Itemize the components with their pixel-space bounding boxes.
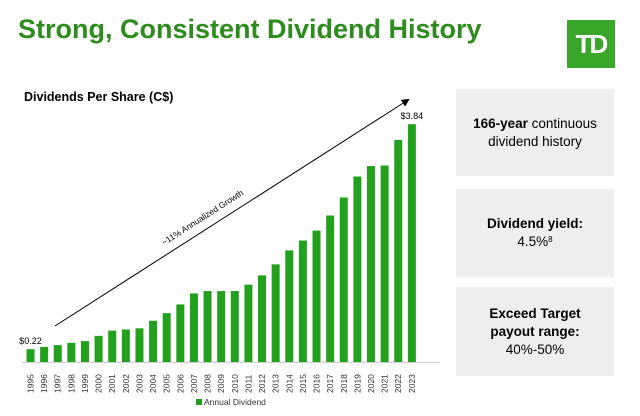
history-continuous: continuous	[527, 115, 597, 131]
legend-swatch	[196, 399, 202, 405]
bar-2006	[176, 304, 185, 362]
bar-1995	[26, 349, 35, 362]
dividend-bar-chart: 1995 1996 1997 1998 1999 2000 2001 2002 2003 2004…	[19, 98, 440, 407]
x-tick-label-2005: 2005	[162, 374, 172, 393]
x-tick-label-2022: 2022	[393, 374, 403, 393]
bar-2007	[189, 293, 198, 362]
legend-label: Annual Dividend	[204, 397, 266, 407]
x-tick-label-2017: 2017	[325, 374, 335, 393]
bar-2016	[312, 230, 321, 362]
bar-2000	[94, 335, 103, 362]
payout-heading-1: Exceed Target	[489, 305, 581, 321]
bar-1998	[67, 342, 76, 362]
x-tick-label-1996: 1996	[39, 374, 49, 393]
x-tick-label-2012: 2012	[257, 374, 267, 393]
x-tick-label-2021: 2021	[380, 374, 390, 393]
x-tick-label-2019: 2019	[352, 374, 362, 393]
bar-2011	[244, 284, 253, 362]
bar-1997	[53, 345, 62, 362]
x-tick-label-2018: 2018	[339, 374, 349, 393]
bar-2002	[121, 329, 130, 362]
bar-2015	[298, 240, 307, 362]
chart-title: Dividends Per Share (C$)	[24, 90, 174, 104]
dividend-yield-heading: Dividend yield:	[486, 216, 584, 231]
history-line-1: 166-year continuous	[473, 115, 597, 133]
dividend-yield-value: 4.5%	[517, 234, 549, 249]
bar-2005	[162, 313, 171, 362]
x-tick-label-2011: 2011	[243, 374, 253, 393]
bar-2010	[230, 291, 239, 362]
x-tick-label-2014: 2014	[284, 374, 294, 393]
x-tick-label-2013: 2013	[271, 374, 281, 393]
bar-2021	[380, 165, 389, 362]
data-label-2023: $3.84	[401, 111, 424, 121]
bar-2017	[326, 215, 335, 362]
logo-text: TD	[575, 28, 609, 59]
history-box: 166-year continuous dividend history	[456, 89, 614, 176]
bar-2018	[339, 197, 348, 362]
bar-2012	[258, 275, 267, 362]
bar-2009	[217, 291, 226, 362]
growth-annotation: ~11% Annualized Growth	[160, 187, 246, 247]
x-tick-label-2006: 2006	[175, 374, 185, 393]
x-tick-label-2007: 2007	[189, 374, 199, 393]
dividend-yield-label: Dividend yield:	[487, 215, 583, 233]
dividend-yield-box: Dividend yield: 4.5%8	[456, 189, 614, 277]
x-tick-label-1997: 1997	[53, 374, 63, 393]
x-tick-label-2016: 2016	[312, 374, 322, 393]
x-tick-label-2023: 2023	[407, 374, 417, 393]
x-tick-label-2010: 2010	[230, 374, 240, 393]
bar-2023	[407, 124, 416, 362]
bar-2022	[394, 139, 403, 362]
x-tick-label-2008: 2008	[203, 374, 213, 393]
growth-trend-arrow	[54, 98, 410, 327]
bar-2008	[203, 291, 212, 362]
history-line-2: dividend history	[488, 133, 582, 149]
x-tick-label-1999: 1999	[80, 374, 90, 393]
td-logo: TD	[567, 20, 615, 68]
x-tick-label-1998: 1998	[66, 374, 76, 393]
bar-2001	[108, 330, 117, 362]
bar-2019	[353, 176, 362, 362]
x-tick-label-2000: 2000	[94, 374, 104, 393]
footnote-marker: 8	[548, 235, 553, 244]
payout-line-2: payout range:	[490, 323, 579, 341]
x-tick-label-2015: 2015	[298, 374, 308, 393]
page-title: Strong, Consistent Dividend History	[18, 14, 482, 44]
bar-2020	[367, 166, 375, 362]
bar-2014	[285, 250, 294, 362]
x-tick-label-2020: 2020	[366, 374, 376, 393]
dividend-yield-value-line: 4.5%8	[517, 233, 552, 251]
bar-2003	[135, 328, 144, 362]
payout-heading-2: payout range:	[490, 323, 580, 339]
history-years: 166-year	[473, 115, 528, 131]
x-tick-label-2004: 2004	[148, 374, 158, 393]
bar-2013	[271, 264, 280, 362]
data-label-1995: $0.22	[19, 336, 42, 346]
x-tick-label-2009: 2009	[216, 374, 226, 393]
x-tick-label-1995: 1995	[26, 374, 36, 393]
bar-2004	[149, 320, 158, 362]
x-tick-label-2002: 2002	[121, 374, 131, 393]
x-tick-label-2003: 2003	[134, 374, 144, 393]
payout-range-box: Exceed Target payout range: 40%-50%	[456, 287, 614, 376]
bar-1996	[40, 346, 49, 362]
payout-line-1: Exceed Target	[489, 305, 580, 323]
bar-1999	[80, 341, 89, 362]
x-tick-label-2001: 2001	[107, 374, 117, 393]
payout-range-value: 40%-50%	[505, 341, 565, 357]
